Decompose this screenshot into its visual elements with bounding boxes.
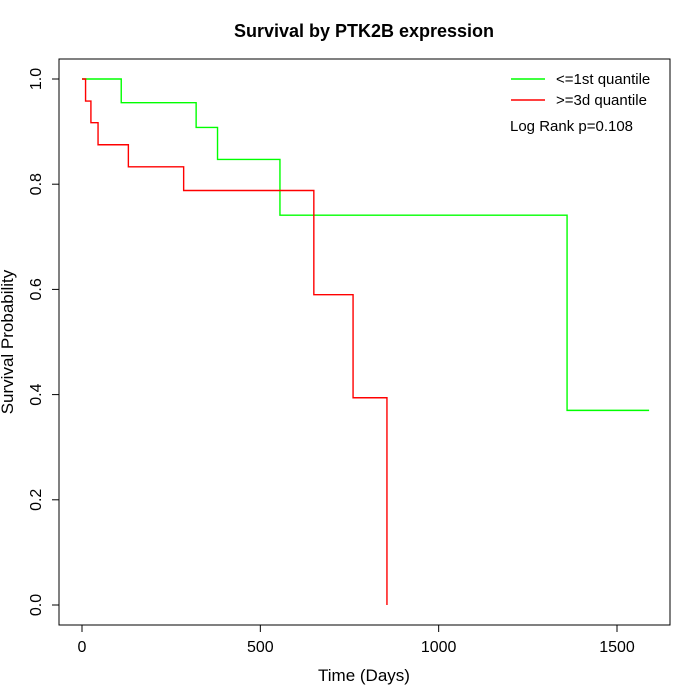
y-tick-label: 0.8: [28, 173, 45, 195]
x-tick-label: 1500: [599, 639, 635, 656]
y-tick-label: 1.0: [28, 68, 45, 90]
y-tick-label: 0.6: [28, 278, 45, 300]
x-axis-title: Time (Days): [318, 666, 410, 685]
survival-curve-low: [82, 78, 650, 412]
legend: <=1st quantile >=3d quantile: [511, 71, 650, 109]
y-axis-title: Survival Probability: [0, 269, 17, 414]
chart-title: Survival by PTK2B expression: [234, 21, 494, 41]
y-tick-label: 0.4: [28, 383, 45, 405]
log-rank-annotation: Log Rank p=0.108: [510, 118, 633, 135]
y-tick-label: 0.0: [28, 594, 45, 616]
legend-label: >=3d quantile: [556, 92, 647, 109]
x-tick-label: 500: [247, 639, 274, 656]
x-axis: 0 500 1000 1500: [78, 624, 635, 656]
x-tick-label: 0: [78, 639, 87, 656]
y-axis: 0.0 0.2 0.4 0.6 0.8 1.0: [28, 68, 60, 616]
series-layer: [82, 78, 650, 605]
x-tick-label: 1000: [421, 639, 457, 656]
legend-label: <=1st quantile: [556, 71, 650, 88]
survival-curve-high: [82, 78, 388, 605]
plot-frame: [58, 58, 671, 626]
y-tick-label: 0.2: [28, 489, 45, 511]
